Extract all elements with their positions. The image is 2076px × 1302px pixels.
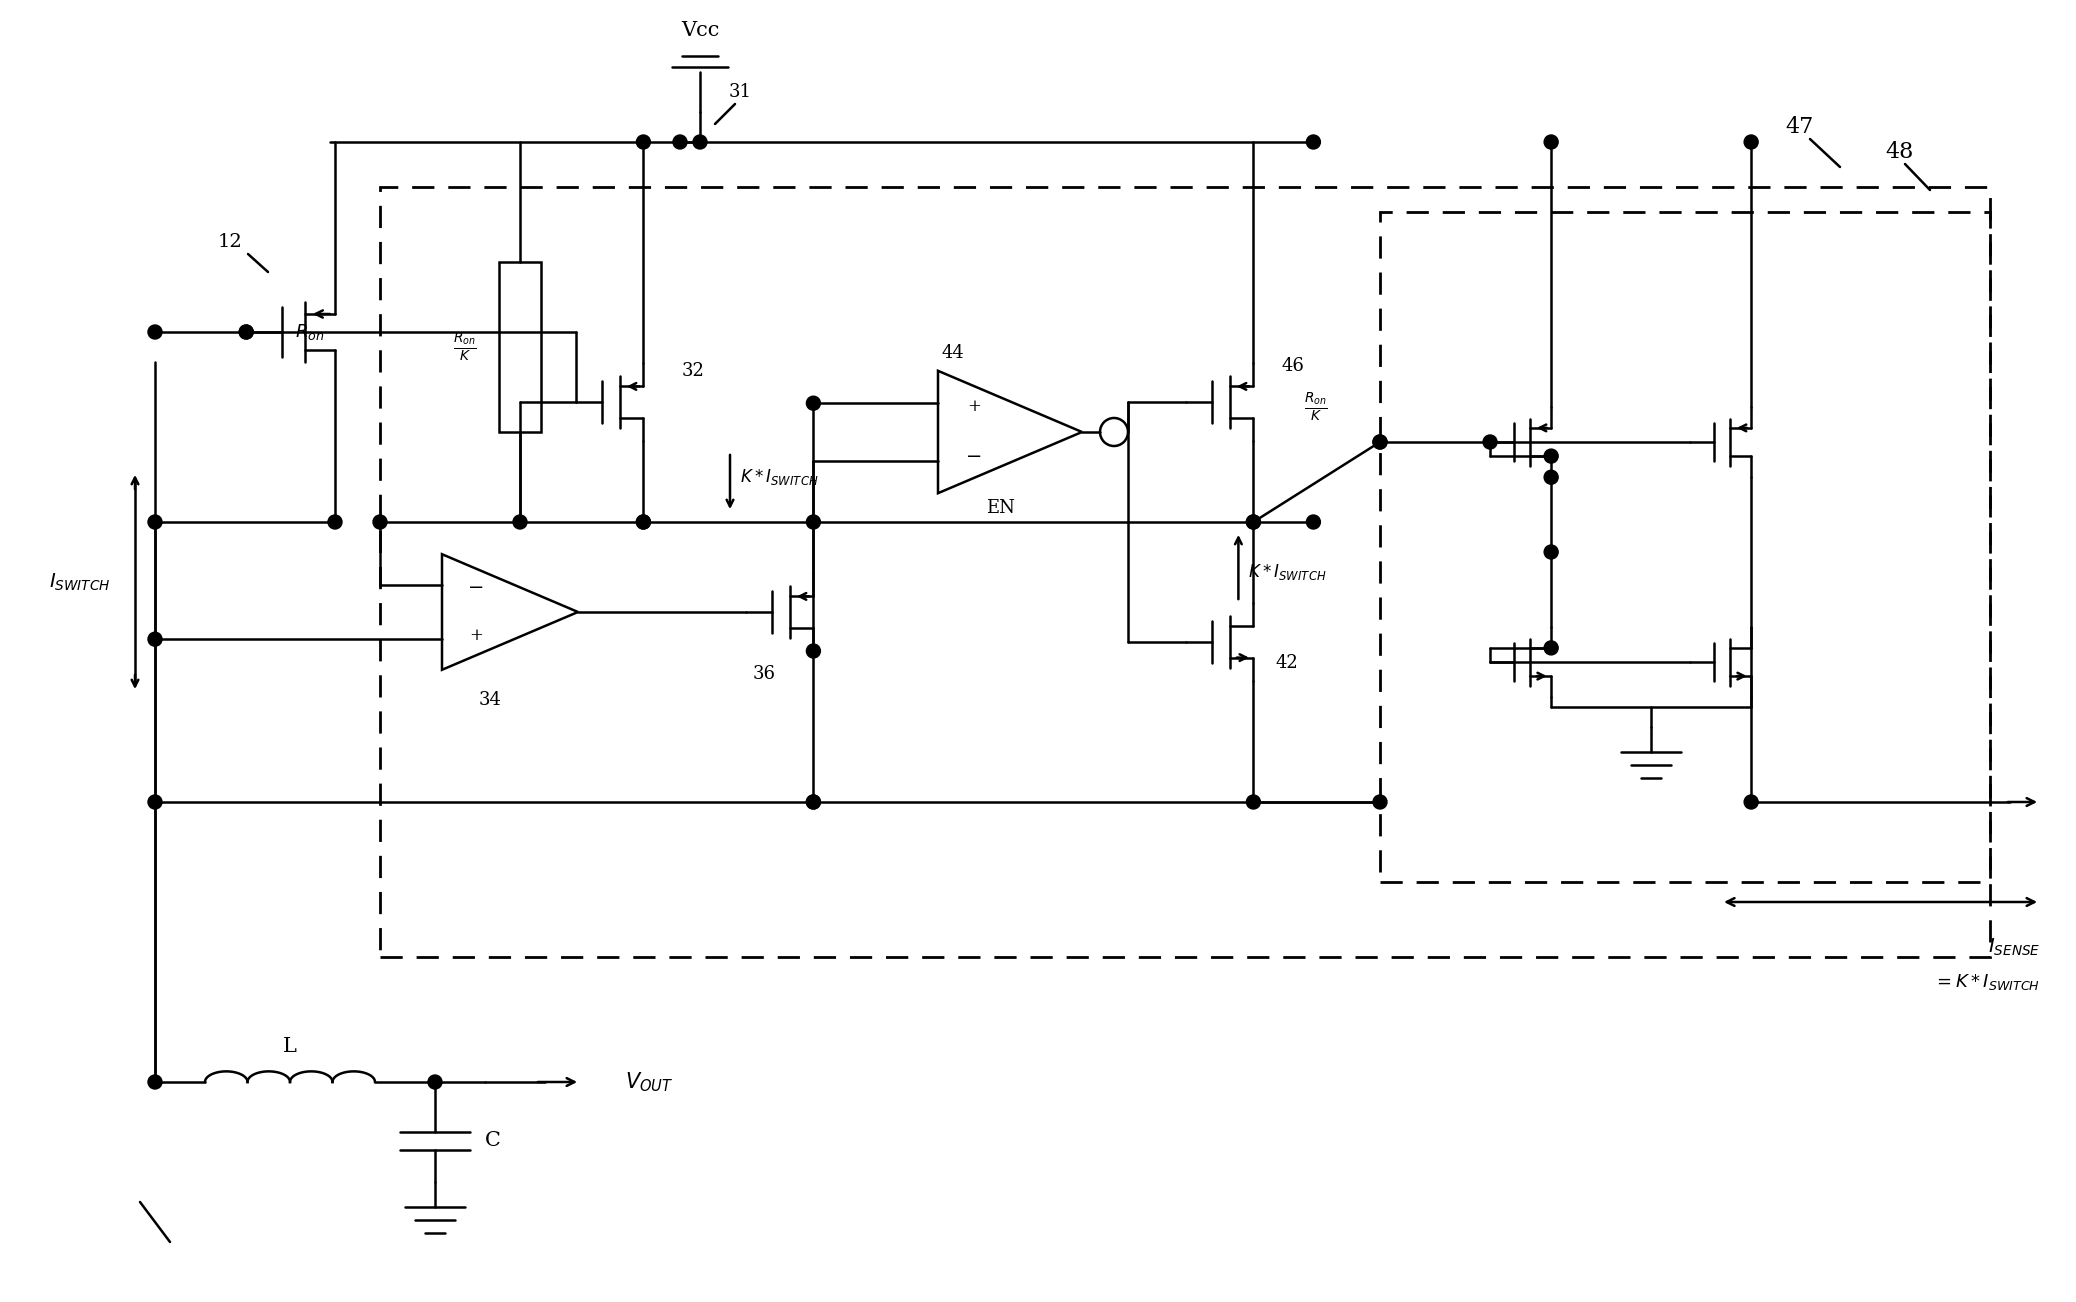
Circle shape xyxy=(1545,641,1559,655)
Text: 31: 31 xyxy=(729,83,752,102)
Circle shape xyxy=(1744,796,1758,809)
Circle shape xyxy=(1306,135,1320,148)
Circle shape xyxy=(1372,435,1387,449)
Text: $I_{SENSE}$: $I_{SENSE}$ xyxy=(1987,936,2041,958)
Text: 44: 44 xyxy=(940,344,963,362)
Text: +: + xyxy=(469,628,484,644)
Circle shape xyxy=(147,326,162,339)
Text: 47: 47 xyxy=(1785,116,1814,138)
Circle shape xyxy=(374,516,386,529)
Circle shape xyxy=(1372,796,1387,809)
Circle shape xyxy=(147,1075,162,1088)
Circle shape xyxy=(1482,435,1497,449)
Circle shape xyxy=(239,326,253,339)
Text: −: − xyxy=(467,579,484,598)
Circle shape xyxy=(1372,435,1387,449)
Text: 48: 48 xyxy=(1885,141,1914,163)
Circle shape xyxy=(637,135,650,148)
Circle shape xyxy=(805,396,820,410)
Circle shape xyxy=(805,644,820,658)
Circle shape xyxy=(1545,470,1559,484)
Circle shape xyxy=(1306,516,1320,529)
Text: 42: 42 xyxy=(1277,654,1300,672)
Circle shape xyxy=(1246,796,1260,809)
Circle shape xyxy=(805,796,820,809)
Text: $K*I_{SWITCH}$: $K*I_{SWITCH}$ xyxy=(739,467,818,487)
Circle shape xyxy=(805,796,820,809)
Text: 12: 12 xyxy=(218,233,243,251)
Circle shape xyxy=(1545,135,1559,148)
Text: $R_{on}$: $R_{on}$ xyxy=(295,322,324,342)
Text: 32: 32 xyxy=(681,362,704,380)
Circle shape xyxy=(1545,449,1559,464)
Text: C: C xyxy=(486,1131,500,1151)
Text: $I_{SWITCH}$: $I_{SWITCH}$ xyxy=(50,572,110,592)
Text: 36: 36 xyxy=(752,665,776,684)
Circle shape xyxy=(513,516,527,529)
Circle shape xyxy=(673,135,687,148)
Circle shape xyxy=(637,516,650,529)
Text: $K*I_{SWITCH}$: $K*I_{SWITCH}$ xyxy=(1248,562,1327,582)
Circle shape xyxy=(1246,516,1260,529)
Text: $=K*I_{SWITCH}$: $=K*I_{SWITCH}$ xyxy=(1933,973,2041,992)
Circle shape xyxy=(805,516,820,529)
Text: Vcc: Vcc xyxy=(681,21,718,39)
Circle shape xyxy=(1545,546,1559,559)
Circle shape xyxy=(637,516,650,529)
Text: −: − xyxy=(965,448,982,466)
Text: L: L xyxy=(282,1038,297,1056)
Text: $\frac{R_{on}}{K}$: $\frac{R_{on}}{K}$ xyxy=(453,331,477,363)
Text: +: + xyxy=(967,398,982,415)
Circle shape xyxy=(1246,516,1260,529)
Text: 46: 46 xyxy=(1281,357,1304,375)
Circle shape xyxy=(328,516,343,529)
Circle shape xyxy=(239,326,253,339)
Text: $V_{OUT}$: $V_{OUT}$ xyxy=(625,1070,673,1094)
Bar xyxy=(498,262,542,432)
Circle shape xyxy=(147,516,162,529)
Circle shape xyxy=(1744,135,1758,148)
Circle shape xyxy=(147,633,162,646)
Circle shape xyxy=(428,1075,442,1088)
Text: $\frac{R_{on}}{K}$: $\frac{R_{on}}{K}$ xyxy=(1304,391,1329,423)
Circle shape xyxy=(147,796,162,809)
Circle shape xyxy=(693,135,708,148)
Text: EN: EN xyxy=(986,499,1015,517)
Text: 34: 34 xyxy=(477,691,500,710)
